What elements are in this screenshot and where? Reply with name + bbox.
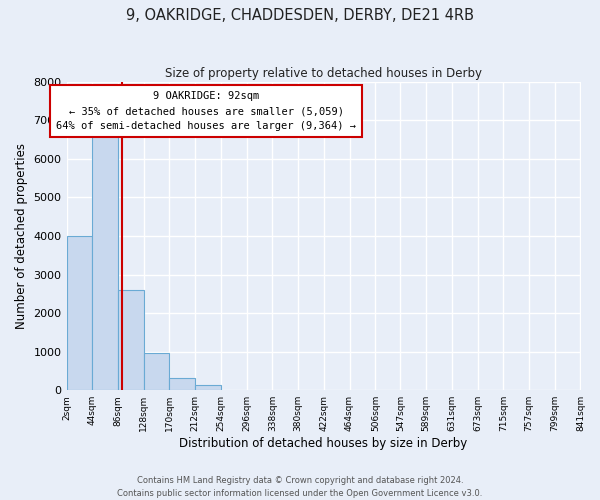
Bar (92, 136, 118, 390)
Text: 9 OAKRIDGE: 92sqm
← 35% of detached houses are smaller (5,059)
64% of semi-detac: 9 OAKRIDGE: 92sqm ← 35% of detached hous… (56, 92, 356, 131)
Bar (144, 353, 169, 390)
X-axis label: Distribution of detached houses by size in Derby: Distribution of detached houses by size … (179, 437, 467, 450)
Bar (67, 236, 92, 390)
Bar (195, 385, 221, 390)
Y-axis label: Number of detached properties: Number of detached properties (15, 143, 28, 329)
Bar (118, 290, 144, 390)
Title: Size of property relative to detached houses in Derby: Size of property relative to detached ho… (165, 68, 482, 80)
Text: 9, OAKRIDGE, CHADDESDEN, DERBY, DE21 4RB: 9, OAKRIDGE, CHADDESDEN, DERBY, DE21 4RB (126, 8, 474, 22)
Text: Contains HM Land Registry data © Crown copyright and database right 2024.
Contai: Contains HM Land Registry data © Crown c… (118, 476, 482, 498)
Bar (169, 378, 195, 390)
